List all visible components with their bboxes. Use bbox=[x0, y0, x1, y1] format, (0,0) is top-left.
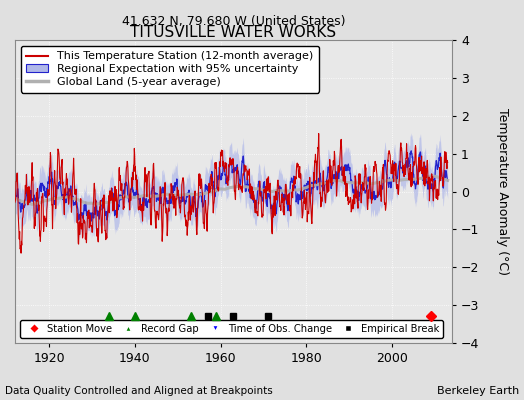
Text: 41.632 N, 79.680 W (United States): 41.632 N, 79.680 W (United States) bbox=[122, 15, 345, 28]
Title: TITUSVILLE WATER WORKS: TITUSVILLE WATER WORKS bbox=[130, 25, 336, 40]
Text: Berkeley Earth: Berkeley Earth bbox=[436, 386, 519, 396]
Legend: Station Move, Record Gap, Time of Obs. Change, Empirical Break: Station Move, Record Gap, Time of Obs. C… bbox=[20, 320, 443, 338]
Text: Data Quality Controlled and Aligned at Breakpoints: Data Quality Controlled and Aligned at B… bbox=[5, 386, 273, 396]
Y-axis label: Temperature Anomaly (°C): Temperature Anomaly (°C) bbox=[496, 108, 509, 275]
